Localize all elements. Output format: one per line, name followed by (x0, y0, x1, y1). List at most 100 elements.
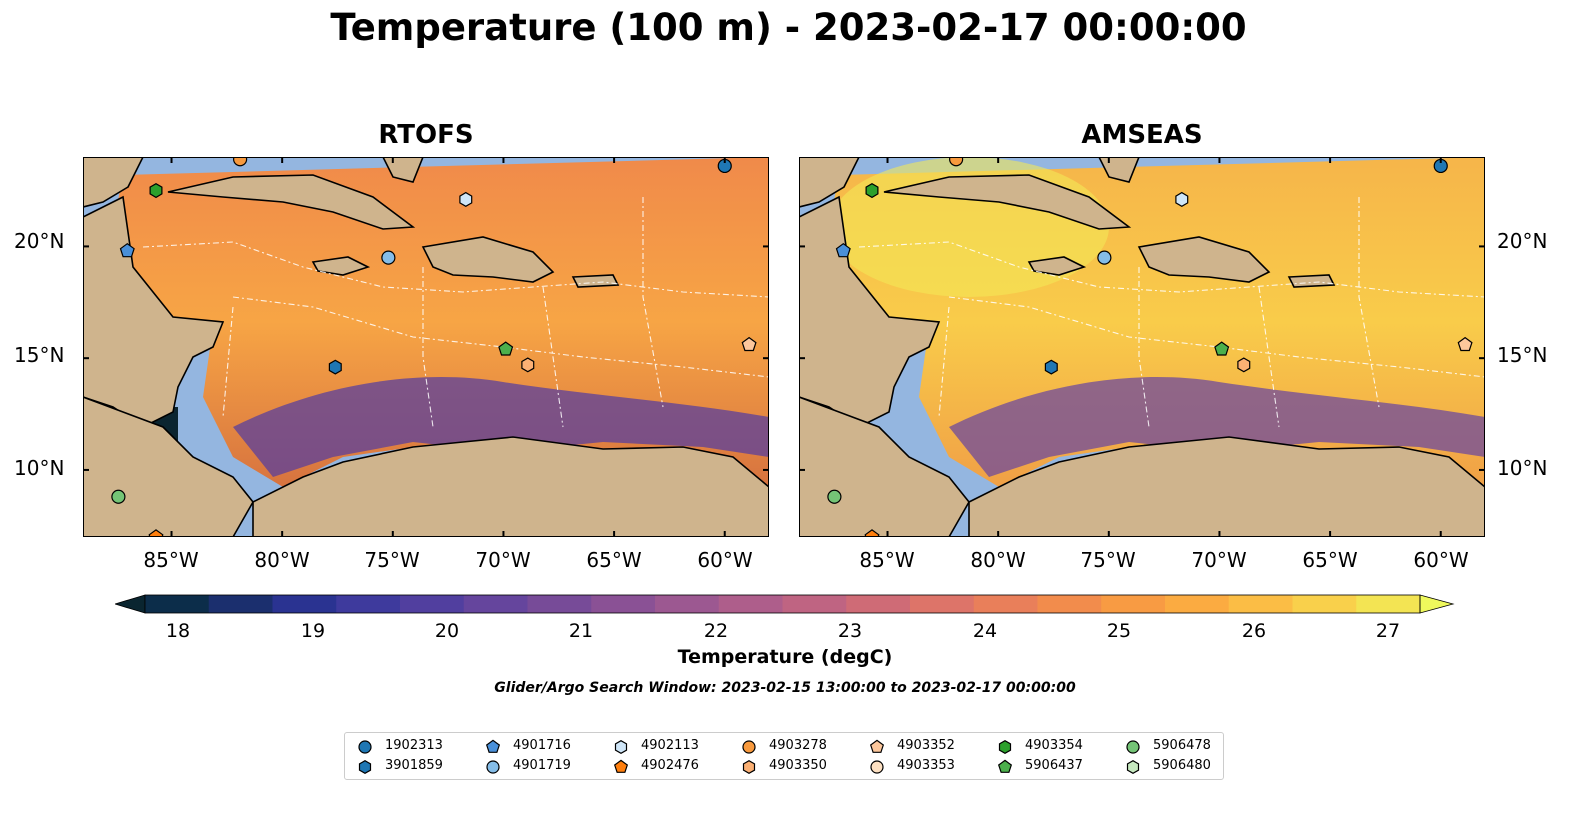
colorbar-tick-19: 19 (300, 620, 326, 642)
legend-marker-4901719 (486, 760, 500, 774)
lon-label-rtofs-85w: 85°W (143, 548, 199, 572)
lon-label-amseas-85w: 85°W (859, 548, 915, 572)
lon-label-amseas-65w: 65°W (1302, 548, 1358, 572)
legend-marker-3901859 (358, 760, 372, 774)
colorbar-tick-20: 20 (434, 620, 460, 642)
float-marker-4901719 (1097, 250, 1112, 265)
float-marker-4902113 (1175, 191, 1189, 207)
colorbar-segment (1101, 595, 1166, 613)
boundary-line-3 (422, 267, 434, 428)
land-jamaica (311, 256, 371, 276)
boundary-line-5 (1358, 197, 1380, 408)
colorbar-segment (1228, 595, 1293, 613)
map-frame (799, 157, 1485, 537)
land-florida-yucatan (799, 157, 860, 208)
cool-water-band (233, 377, 769, 477)
float-marker-4901719 (381, 250, 396, 265)
figure-title: Temperature (100 m) - 2023-02-17 00:00:0… (330, 6, 1247, 49)
float-marker-3901859 (1044, 359, 1058, 375)
boundary-line-6 (222, 306, 234, 418)
lon-label-amseas-60w: 60°W (1413, 548, 1469, 572)
colorbar-segment (1356, 595, 1421, 613)
legend-marker-5906478 (1126, 740, 1140, 754)
legend-marker-4902476 (613, 759, 629, 773)
lon-label-rtofs-60w: 60°W (697, 548, 753, 572)
land-hispaniola (421, 236, 555, 283)
lon-label-amseas-70w: 70°W (1191, 548, 1247, 572)
float-marker-4902113 (459, 191, 473, 207)
colorbar-segment (400, 595, 465, 613)
land-andros (1098, 157, 1140, 183)
colorbar-segment (655, 595, 720, 613)
land-central-america (799, 195, 941, 428)
land-puerto-rico (571, 274, 620, 288)
legend-label: 4903350 (769, 758, 827, 773)
float-marker-4903354 (865, 183, 879, 199)
legend-marker-4903352 (869, 739, 885, 753)
legend-label: 4903278 (769, 738, 827, 753)
colorbar-tick-22: 22 (703, 620, 729, 642)
float-marker-4903278 (233, 157, 248, 167)
float-marker-5906437 (498, 341, 514, 356)
float-marker-4903352 (1457, 336, 1473, 352)
float-marker-4903354 (149, 183, 163, 199)
land-cuba (883, 174, 1132, 230)
colorbar-segment (591, 595, 656, 613)
colorbar-segment (336, 595, 401, 613)
legend-marker-5906480 (1126, 760, 1140, 774)
legend-marker-4903353 (870, 760, 884, 774)
colorbar-tick-26: 26 (1241, 620, 1267, 642)
colorbar-segment (973, 595, 1038, 613)
colorbar-segment (718, 595, 783, 613)
colorbar-segment (527, 595, 592, 613)
colorbar-segment (846, 595, 911, 613)
panel-title-rtofs: RTOFS (378, 120, 474, 150)
land-central-america-south (83, 396, 254, 537)
legend-label: 4901716 (513, 738, 571, 753)
legend-marker-4903354 (998, 740, 1012, 754)
colorbar-segment (463, 595, 528, 613)
legend-label: 4902476 (641, 758, 699, 773)
legend-label: 4903352 (897, 738, 955, 753)
cool-water-band (949, 377, 1485, 477)
legend-label: 3901859 (385, 758, 443, 773)
land-south-america (968, 436, 1485, 537)
lat-label-right-15n: 15°N (1497, 343, 1548, 367)
map-panel-amseas (799, 157, 1485, 537)
boundary-line-5 (642, 197, 664, 408)
colorbar-label: Temperature (degC) (677, 646, 893, 668)
float-marker-4903350 (1237, 357, 1251, 373)
legend-label: 5906478 (1153, 738, 1211, 753)
float-marker-4902476 (148, 529, 164, 537)
lon-label-amseas-80w: 80°W (970, 548, 1026, 572)
legend-label: 1902313 (385, 738, 443, 753)
lat-label-right-20n: 20°N (1497, 229, 1548, 253)
legend-label: 4903353 (897, 758, 955, 773)
map-frame (83, 157, 769, 537)
legend-label: 4901719 (513, 758, 571, 773)
float-marker-4903352 (741, 336, 757, 352)
lat-label-left-10n: 10°N (14, 456, 65, 480)
boundary-line-6 (938, 306, 950, 418)
colorbar-segment (1292, 595, 1357, 613)
search-window-note: Glider/Argo Search Window: 2023-02-15 13… (494, 680, 1076, 696)
float-marker-4901716 (835, 242, 851, 258)
legend-marker-4901716 (485, 739, 501, 753)
land-florida-yucatan (83, 157, 144, 208)
float-marker-5906478 (827, 489, 842, 504)
colorbar-segment (208, 595, 273, 613)
panel-title-amseas: AMSEAS (1081, 120, 1203, 150)
land-south-america (252, 436, 769, 537)
colorbar-tick-21: 21 (568, 620, 594, 642)
colorbar-segment (272, 595, 337, 613)
land-andros (382, 157, 424, 183)
legend-marker-4903278 (742, 740, 756, 754)
legend-label: 4903354 (1025, 738, 1083, 753)
boundary-line-3 (1138, 267, 1150, 428)
map-panel-rtofs (83, 157, 769, 537)
lon-label-rtofs-75w: 75°W (364, 548, 420, 572)
legend-marker-5906437 (997, 759, 1013, 773)
lon-label-rtofs-70w: 70°W (475, 548, 531, 572)
land-central-america (83, 195, 225, 428)
land-puerto-rico (1287, 274, 1336, 288)
